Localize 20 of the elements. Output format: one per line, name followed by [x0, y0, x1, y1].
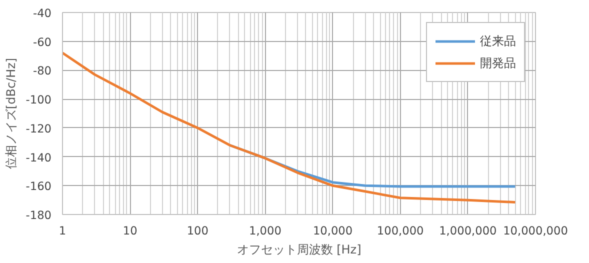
x-tick-label: 10,000: [312, 224, 353, 238]
x-tick-label: 100,000: [376, 224, 424, 238]
legend-label: 開発品: [480, 54, 516, 72]
x-tick-label: 10: [122, 224, 138, 238]
y-tick-label: -40: [33, 6, 52, 20]
x-tick-label: 10,000,000: [503, 224, 568, 238]
y-tick-label: -120: [26, 121, 52, 136]
x-tick-label: 1: [58, 224, 66, 238]
x-tick-label: 1,000,000: [439, 224, 497, 238]
y-tick-label: -140: [26, 150, 52, 164]
x-tick-label: 1,000: [249, 224, 282, 238]
legend-label: 従来品: [480, 32, 516, 50]
y-tick-label: -180: [26, 208, 52, 222]
y-axis-title: 位相ノイズ[dBc/Hz]: [4, 58, 18, 170]
x-axis-title: オフセット周波数 [Hz]: [236, 242, 362, 256]
y-tick-label: -60: [33, 34, 52, 49]
x-tick-label: 100: [186, 224, 208, 238]
y-tick-label: -160: [26, 179, 52, 194]
y-tick-label: -100: [26, 92, 52, 107]
y-tick-label: -80: [33, 64, 52, 78]
